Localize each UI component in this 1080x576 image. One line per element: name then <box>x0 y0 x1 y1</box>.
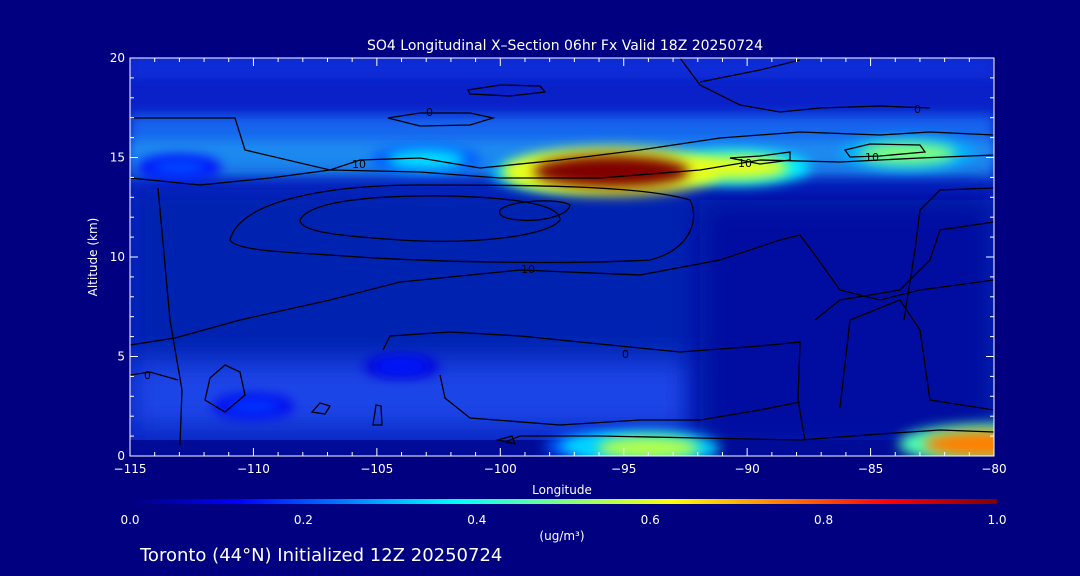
x-tick-label: −90 <box>734 462 759 476</box>
top-layer <box>130 58 994 78</box>
heatmap-field: 0 0 10 10 10 10 0 0 <box>130 58 994 456</box>
y-tick-label: 10 <box>110 250 125 264</box>
contour-line <box>382 331 806 441</box>
x-axis: −115 −110 −105 −100 −95 −90 −85 −80 <box>114 58 1007 476</box>
contour-line <box>729 151 791 165</box>
contour-line <box>839 299 994 411</box>
x-tick-label: −85 <box>858 462 883 476</box>
hotspot <box>374 358 429 374</box>
contour-line <box>130 234 994 346</box>
colorbar-unit-label: (ug/m³) <box>539 529 584 543</box>
contour-line <box>699 59 801 83</box>
contour-label: 10 <box>521 263 535 276</box>
y-axis-label: Altitude (km) <box>86 218 100 297</box>
contour-label: 10 <box>865 151 879 164</box>
contour-line <box>387 112 496 127</box>
x-tick-label: −115 <box>114 462 147 476</box>
contour-label: 10 <box>352 158 366 171</box>
x-tick-label: −80 <box>981 462 1006 476</box>
contour-line <box>157 187 183 446</box>
hotspot <box>533 155 690 188</box>
y-tick-label: 20 <box>110 51 125 65</box>
x-tick-label: −105 <box>360 462 393 476</box>
contour-line <box>229 184 695 264</box>
contour-label: 0 <box>144 369 151 382</box>
y-tick-label: 0 <box>117 449 125 463</box>
contour-line <box>504 429 994 443</box>
x-axis-label: Longitude <box>532 483 592 497</box>
contour-line <box>495 435 517 445</box>
colorbar-tick-label: 0.2 <box>294 513 313 527</box>
colorbar-tick-label: 0.6 <box>641 513 660 527</box>
x-tick-label: −100 <box>484 462 517 476</box>
contour-label: 10 <box>738 157 752 170</box>
colorbar-tick-label: 1.0 <box>987 513 1006 527</box>
concentration-hotspots <box>137 137 994 456</box>
x-tick-label: −110 <box>237 462 270 476</box>
colorbar-tick-label: 0.4 <box>467 513 486 527</box>
hotspot <box>923 430 994 456</box>
x-tick-label: −95 <box>611 462 636 476</box>
east-clean-region <box>700 200 994 450</box>
contour-line <box>310 402 332 415</box>
colorbar-tick-label: 0.0 <box>120 513 139 527</box>
contour-lines <box>130 58 994 446</box>
contour-line <box>204 364 246 413</box>
contour-line <box>130 371 179 381</box>
contour-line <box>130 154 994 186</box>
contour-line <box>843 143 927 158</box>
y-tick-label: 5 <box>117 350 125 364</box>
contour-line <box>299 195 561 242</box>
contour-label: 0 <box>622 348 629 361</box>
hotspot <box>597 436 700 456</box>
contour-label: 0 <box>426 106 433 119</box>
colorbar <box>130 499 997 504</box>
y-axis: 0 5 10 15 20 <box>110 51 994 463</box>
contour-line <box>814 221 994 321</box>
contour-line <box>679 58 931 113</box>
y-tick-label: 15 <box>110 151 125 165</box>
caption: Toronto (44°N) Initialized 12Z 20250724 <box>139 545 502 566</box>
hotspot <box>224 398 283 415</box>
contour-line <box>439 374 801 426</box>
contour-line <box>903 187 994 321</box>
contour-line <box>499 200 571 222</box>
contour-line <box>372 404 383 426</box>
contour-label: 0 <box>914 103 921 116</box>
colorbar-tick-label: 0.8 <box>814 513 833 527</box>
contour-line <box>467 84 547 97</box>
chart-title: SO4 Longitudinal X–Section 06hr Fx Valid… <box>367 38 763 54</box>
hotspot <box>149 159 210 176</box>
colorbar-ticks: 0.0 0.2 0.4 0.6 0.8 1.0 <box>120 513 1006 527</box>
contour-line <box>130 117 994 171</box>
